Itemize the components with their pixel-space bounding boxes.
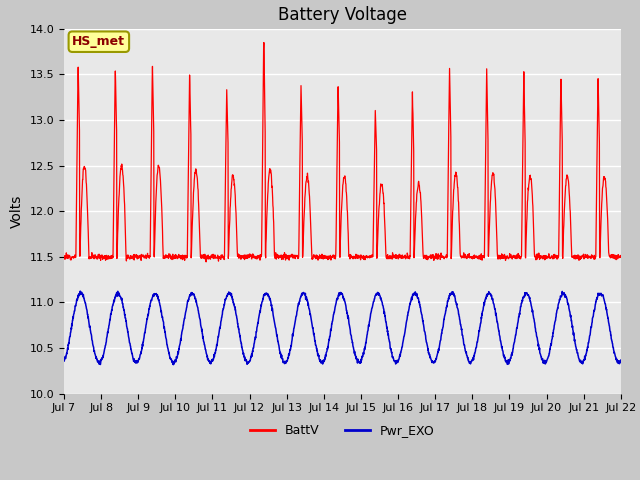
Text: HS_met: HS_met [72, 35, 125, 48]
Legend: BattV, Pwr_EXO: BattV, Pwr_EXO [245, 419, 440, 442]
Title: Battery Voltage: Battery Voltage [278, 6, 407, 24]
Y-axis label: Volts: Volts [10, 194, 24, 228]
